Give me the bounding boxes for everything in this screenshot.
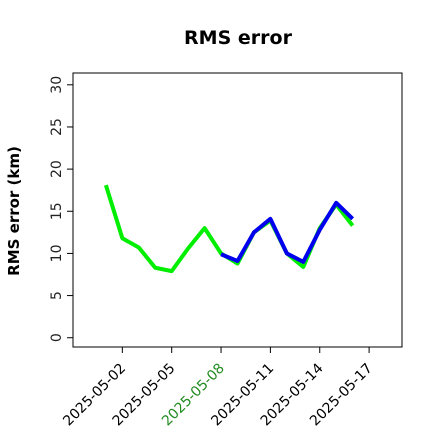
y-tick-label: 25	[49, 118, 65, 136]
series-line	[220, 200, 355, 264]
plot-frame	[72, 72, 403, 348]
y-tick-label: 30	[49, 76, 65, 94]
chart-title: RMS error	[184, 27, 293, 49]
y-axis-label: RMS error (km)	[5, 146, 23, 276]
y-tick-label: 0	[49, 333, 65, 342]
y-tick-label: 10	[49, 245, 65, 263]
y-tick-label: 20	[49, 160, 65, 178]
y-tick-label: 15	[49, 202, 65, 220]
y-tick-label: 5	[49, 291, 65, 300]
